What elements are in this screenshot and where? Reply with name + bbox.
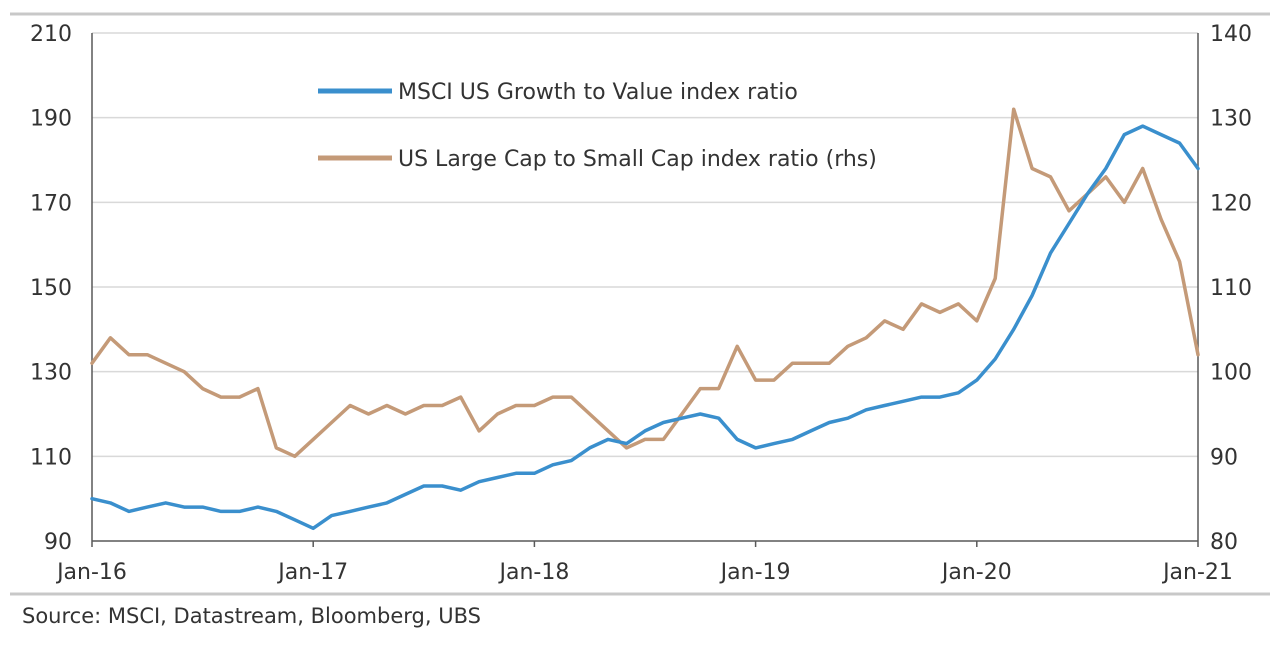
tick-labels: 90 110 130 150 170 190 210 80 90 100 110 120 130 140 J… [30, 22, 1252, 585]
y-right-tick-label: 100 [1210, 361, 1252, 386]
series-lines [90, 107, 1200, 531]
x-tick-label: Jan-21 [1161, 560, 1233, 585]
y-left-tick-label: 190 [30, 107, 72, 132]
y-left-tick-label: 170 [30, 191, 72, 216]
series-line-growth-value [90, 124, 1200, 531]
source-note: Source: MSCI, Datastream, Bloomberg, UBS [22, 604, 481, 628]
y-left-tick-label: 130 [30, 361, 72, 386]
y-left-tick-label: 110 [30, 445, 72, 470]
x-tick-label: Jan-19 [719, 560, 791, 585]
y-left-tick-label: 150 [30, 276, 72, 301]
legend: MSCI US Growth to Value index ratio US L… [318, 80, 877, 172]
x-tick-label: Jan-17 [276, 560, 348, 585]
y-right-tick-label: 120 [1210, 191, 1252, 216]
y-right-tick-label: 130 [1210, 107, 1252, 132]
legend-label-growth-value: MSCI US Growth to Value index ratio [398, 80, 798, 105]
y-right-tick-label: 110 [1210, 276, 1252, 301]
legend-label-large-small: US Large Cap to Small Cap index ratio (r… [398, 147, 877, 172]
chart-frame [10, 12, 1270, 596]
y-left-tick-label: 210 [30, 22, 72, 47]
y-right-tick-label: 80 [1210, 530, 1238, 555]
x-tick-label: Jan-16 [55, 560, 127, 585]
x-tick-label: Jan-18 [497, 560, 569, 585]
x-tick-label: Jan-20 [940, 560, 1012, 585]
y-right-tick-label: 90 [1210, 445, 1238, 470]
axes [91, 33, 1199, 547]
y-left-tick-label: 90 [44, 530, 72, 555]
series-line-large-small [90, 107, 1200, 459]
y-right-tick-label: 140 [1210, 22, 1252, 47]
grid-lines [92, 32, 1198, 458]
